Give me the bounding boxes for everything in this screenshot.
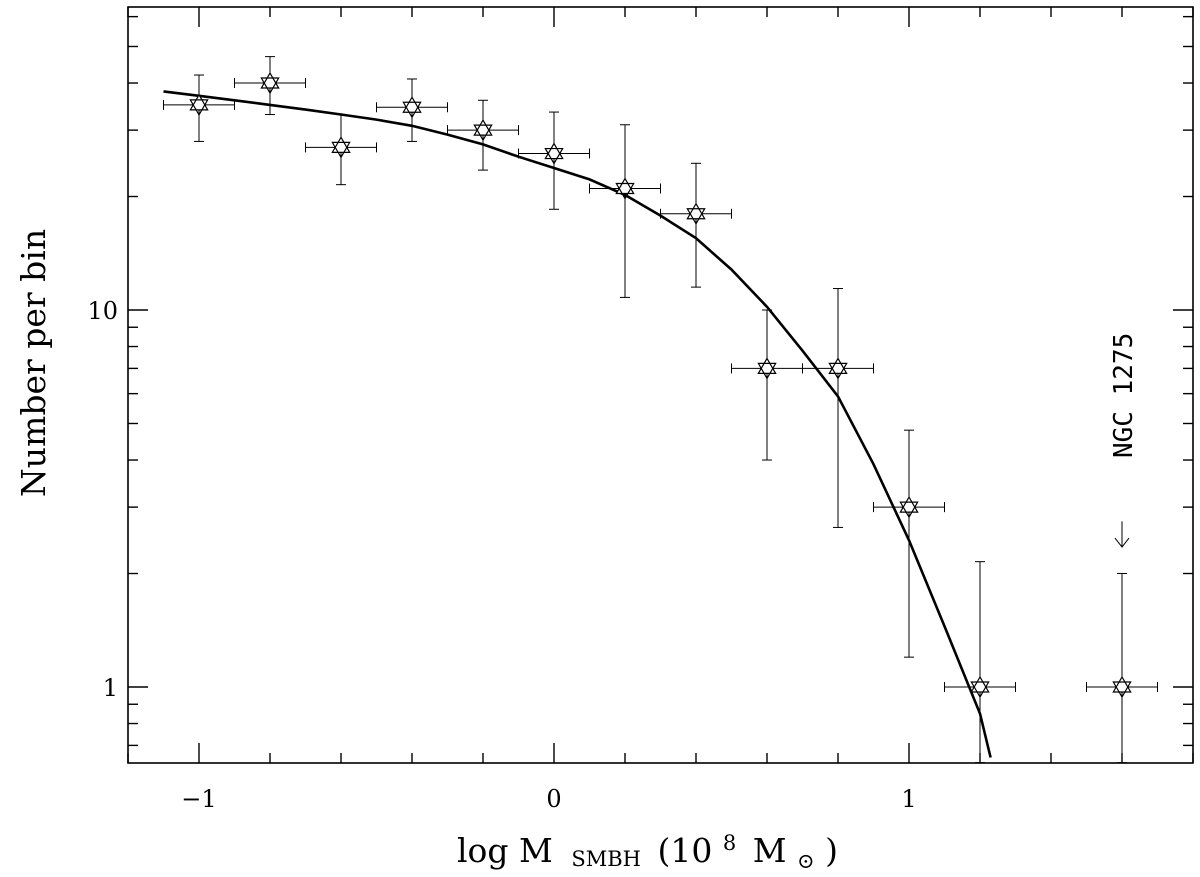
x-axis-label: log M SMBH (10 8 M ⊙ ): [457, 819, 838, 876]
x-axis-label-sun-symbol: ⊙: [797, 849, 815, 873]
star-marker-down: [1112, 681, 1132, 699]
annotation-arrow-head: [1114, 537, 1130, 548]
star-marker-up: [970, 675, 990, 693]
data-point: [234, 56, 306, 116]
star-marker-down: [828, 362, 848, 380]
star-marker-up: [402, 96, 422, 113]
star-marker-up: [544, 142, 564, 160]
x-axis-label-main: log M: [457, 831, 553, 870]
data-point: [873, 429, 945, 658]
y-tick-label: 10: [87, 297, 118, 325]
star-marker-down: [970, 681, 990, 699]
star-marker-up: [331, 136, 351, 153]
star-marker-down: [473, 124, 493, 142]
x-axis-label-units-close: ): [825, 831, 838, 870]
x-axis-label-mass: M: [753, 831, 787, 870]
data-point: [589, 124, 661, 298]
y-axis-label: Number per bin: [14, 229, 53, 497]
star-marker-down: [615, 182, 635, 200]
star-marker-down: [757, 362, 777, 380]
data-point: [1086, 573, 1158, 764]
star-marker-up: [189, 93, 209, 111]
star-marker-up: [828, 357, 848, 374]
star-marker-up: [615, 177, 635, 195]
fit-curve: [163, 90, 992, 758]
star-marker-up: [260, 71, 280, 89]
x-axis-label-subscript: SMBH: [571, 847, 641, 871]
data-point: [802, 288, 874, 528]
x-axis-label-exponent: 8: [723, 831, 736, 855]
tick-labels: −1 0 1 1 10: [87, 297, 916, 813]
plot-frame: [127, 6, 1194, 764]
annotation-label: NGC 1275: [1109, 333, 1139, 458]
star-marker-down: [686, 208, 706, 225]
data-point: [660, 162, 732, 288]
data-point: [518, 111, 590, 210]
x-axis-label-units-open: (10: [657, 831, 712, 870]
data-point: [376, 78, 448, 142]
star-marker-down: [899, 501, 919, 519]
data-points: [163, 56, 1158, 764]
star-marker-up: [1112, 675, 1132, 693]
x-tick-label: 1: [901, 785, 916, 813]
data-point: [305, 114, 377, 186]
star-marker-up: [757, 357, 777, 374]
star-marker-down: [544, 147, 564, 165]
x-tick-label: 0: [546, 785, 561, 813]
star-marker-down: [331, 141, 351, 159]
star-marker-up: [686, 202, 706, 220]
star-marker-down: [260, 77, 280, 95]
data-point: [447, 99, 519, 171]
star-marker-down: [189, 99, 209, 117]
data-point: [163, 74, 235, 142]
data-point: [731, 309, 803, 461]
y-tick-label: 1: [103, 674, 118, 702]
ngc1275-annotation: NGC 1275: [1109, 333, 1139, 548]
x-tick-label: −1: [181, 785, 216, 813]
star-marker-up: [899, 495, 919, 513]
star-marker-up: [473, 118, 493, 136]
data-point: [944, 561, 1016, 764]
star-marker-down: [402, 101, 422, 119]
axis-ticks: [127, 7, 1194, 763]
